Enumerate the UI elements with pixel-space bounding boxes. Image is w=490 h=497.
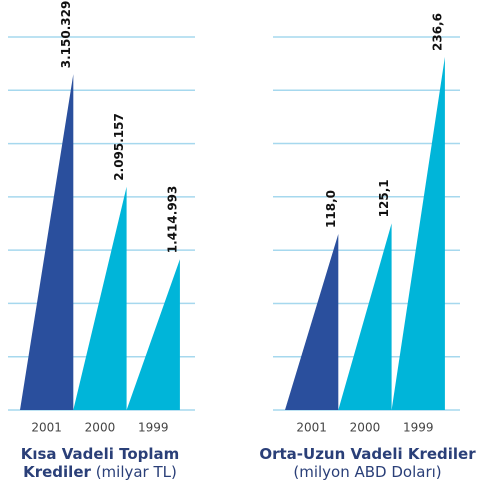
bar — [73, 186, 127, 410]
bar — [338, 223, 392, 410]
chart-title: Kısa Vadeli Toplam Krediler — [20, 445, 180, 481]
x-tick-label: 1999 — [403, 421, 434, 435]
charts: 3.150.329 2001 2.095.157 2000 1.414.993 1999 1… — [8, 1, 460, 435]
value-label: 2.095.157 — [112, 113, 126, 181]
caption: Orta-Uzun Vadeli Krediler (milyon ABD Do… — [245, 445, 490, 481]
bar — [20, 74, 74, 410]
value-label: 236,6 — [430, 13, 444, 51]
value-label: 125,1 — [377, 179, 391, 217]
x-tick-label: 2001 — [31, 421, 62, 435]
chart-subtitle: (milyar TL) — [95, 463, 177, 481]
bar — [391, 56, 445, 411]
chart-title: Orta-Uzun Vadeli Krediler — [259, 445, 476, 463]
value-label: 1.414.993 — [165, 186, 179, 254]
bar — [285, 233, 339, 410]
x-tick-label: 2001 — [296, 421, 327, 435]
x-tick-label: 2000 — [350, 421, 381, 435]
caption: Kısa Vadeli Toplam Krediler (milyar TL) — [10, 445, 190, 481]
x-tick-label: 1999 — [138, 421, 169, 435]
chart-subtitle: (milyon ABD Doları) — [293, 463, 442, 481]
bar — [126, 259, 180, 410]
value-label: 3.150.329 — [59, 1, 73, 69]
x-tick-label: 2000 — [85, 421, 116, 435]
value-label: 118,0 — [324, 190, 338, 228]
